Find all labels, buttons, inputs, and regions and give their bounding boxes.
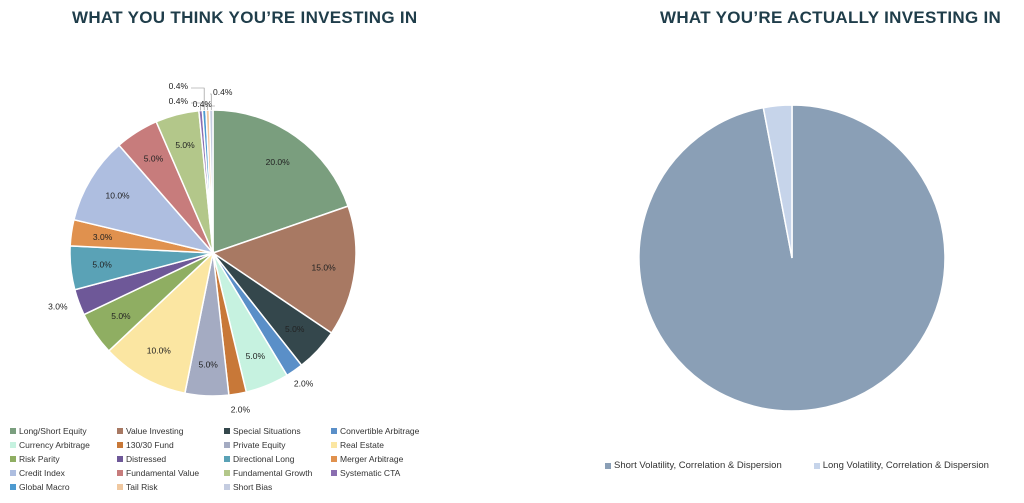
legend-item-fundamental-value: Fundamental Value — [117, 468, 224, 478]
legend-item-special-situations: Special Situations — [224, 426, 331, 436]
legend-item-real-estate: Real Estate — [331, 440, 440, 450]
legend-label: Short Bias — [233, 482, 273, 492]
legend-swatch — [117, 442, 123, 448]
right-chart-legend: Short Volatility, Correlation & Dispersi… — [605, 460, 1024, 471]
legend-item-fundamental-growth: Fundamental Growth — [224, 468, 331, 478]
legend-item-private-equity: Private Equity — [224, 440, 331, 450]
legend-swatch — [331, 428, 337, 434]
legend-item-risk-parity: Risk Parity — [10, 454, 117, 464]
legend-swatch — [813, 462, 820, 469]
right-pie-chart — [638, 104, 946, 412]
legend-item-credit-index: Credit Index — [10, 468, 117, 478]
leader-line-tail-risk — [191, 102, 208, 111]
legend-label: Special Situations — [233, 426, 301, 436]
legend-label: Risk Parity — [19, 454, 60, 464]
legend-swatch — [10, 484, 16, 490]
data-label-directional-long: 5.0% — [92, 260, 112, 270]
legend-swatch — [117, 470, 123, 476]
left-chart-title: WHAT YOU THINK YOU’RE INVESTING IN — [72, 8, 418, 27]
legend-label: Fundamental Value — [126, 468, 200, 478]
data-label-private-equity: 5.0% — [198, 359, 218, 369]
legend-item-short-volatility-correlation-dispersion: Short Volatility, Correlation & Dispersi… — [605, 460, 782, 471]
legend-label: Short Volatility, Correlation & Dispersi… — [614, 460, 782, 471]
legend-label: Systematic CTA — [340, 468, 401, 478]
pie-slice-long-volatility-correlation-dispersion — [762, 104, 793, 259]
pie-slice-credit-index — [73, 144, 216, 255]
legend-swatch — [605, 462, 611, 469]
data-label-distressed: 3.0% — [48, 302, 68, 312]
legend-swatch — [10, 470, 16, 476]
legend-label: Merger Arbitrage — [340, 454, 404, 464]
data-label-convertible-arbitrage: 2.0% — [294, 379, 314, 389]
data-label-130-30-fund: 2.0% — [231, 405, 251, 415]
legend-swatch — [224, 456, 230, 462]
legend-swatch — [10, 456, 16, 462]
legend-label: Long/Short Equity — [19, 426, 87, 436]
legend-item-currency-arbitrage: Currency Arbitrage — [10, 440, 117, 450]
legend-label: Long Volatility, Correlation & Dispersio… — [822, 460, 989, 471]
legend-label: Directional Long — [233, 454, 295, 464]
legend-swatch — [331, 456, 337, 462]
legend-label: Distressed — [126, 454, 167, 464]
legend-swatch — [10, 428, 16, 434]
legend-swatch — [10, 442, 16, 448]
data-label-merger-arbitrage: 3.0% — [93, 232, 113, 242]
legend-swatch — [224, 470, 230, 476]
legend-item-convertible-arbitrage: Convertible Arbitrage — [331, 426, 440, 436]
data-label-global-macro: 0.4% — [169, 81, 189, 91]
data-label-long-short-equity: 20.0% — [266, 157, 291, 167]
legend-label: Private Equity — [233, 440, 286, 450]
legend-swatch — [117, 428, 123, 434]
data-label-value-investing: 15.0% — [312, 262, 337, 272]
legend-label: Credit Index — [19, 468, 65, 478]
legend-item-tail-risk: Tail Risk — [117, 482, 224, 492]
pie-slice-real-estate — [107, 250, 215, 395]
legend-item-directional-long: Directional Long — [224, 454, 331, 464]
legend-item-long-volatility-correlation-dispersion: Long Volatility, Correlation & Dispersio… — [813, 460, 989, 471]
legend-swatch — [331, 470, 337, 476]
legend-swatch — [224, 428, 230, 434]
legend-swatch — [224, 442, 230, 448]
legend-label: Real Estate — [340, 440, 384, 450]
data-label-special-situations: 5.0% — [285, 324, 305, 334]
legend-item-long-short-equity: Long/Short Equity — [10, 426, 117, 436]
legend-label: Tail Risk — [126, 482, 158, 492]
leader-line-systematic-cta — [200, 105, 215, 111]
data-label-real-estate: 10.0% — [147, 346, 172, 356]
legend-label: Global Macro — [19, 482, 70, 492]
legend-item-distressed: Distressed — [117, 454, 224, 464]
legend-item-value-investing: Value Investing — [117, 426, 224, 436]
pie-slice-short-bias — [208, 109, 214, 254]
legend-item-global-macro: Global Macro — [10, 482, 117, 492]
data-label-systematic-cta: 0.4% — [193, 99, 213, 109]
legend-swatch — [224, 484, 230, 490]
legend-label: Value Investing — [126, 426, 184, 436]
legend-label: Currency Arbitrage — [19, 440, 90, 450]
right-chart-title: WHAT YOU’RE ACTUALLY INVESTING IN — [660, 8, 1002, 27]
data-label-tail-risk: 0.4% — [169, 96, 189, 106]
data-label-fundamental-value: 5.0% — [144, 154, 164, 164]
pie-slice-value-investing — [211, 205, 357, 335]
data-label-risk-parity: 5.0% — [111, 311, 131, 321]
legend-label: Fundamental Growth — [233, 468, 313, 478]
legend-swatch — [331, 442, 337, 448]
legend-item-130-30-fund: 130/30 Fund — [117, 440, 224, 450]
legend-swatch — [117, 456, 123, 462]
legend-label: Convertible Arbitrage — [340, 426, 420, 436]
legend-label: 130/30 Fund — [126, 440, 174, 450]
legend-swatch — [117, 484, 123, 490]
data-label-credit-index: 10.0% — [106, 190, 131, 200]
left-chart-legend: Long/Short Equity Value Investing Special … — [10, 426, 440, 492]
left-pie-chart: 20.0% 15.0% 5.0% 2.0% 5.0% 2.0% 5.0% 10.0% 5.0% 3… — [48, 81, 357, 415]
data-label-fundamental-growth: 5.0% — [175, 140, 195, 150]
data-label-short-bias: 0.4% — [213, 87, 233, 97]
data-label-currency-arbitrage: 5.0% — [246, 351, 266, 361]
legend-item-merger-arbitrage: Merger Arbitrage — [331, 454, 440, 464]
legend-item-systematic-cta: Systematic CTA — [331, 468, 440, 478]
legend-item-short-bias: Short Bias — [224, 482, 331, 492]
leader-line-short-bias — [210, 93, 212, 111]
